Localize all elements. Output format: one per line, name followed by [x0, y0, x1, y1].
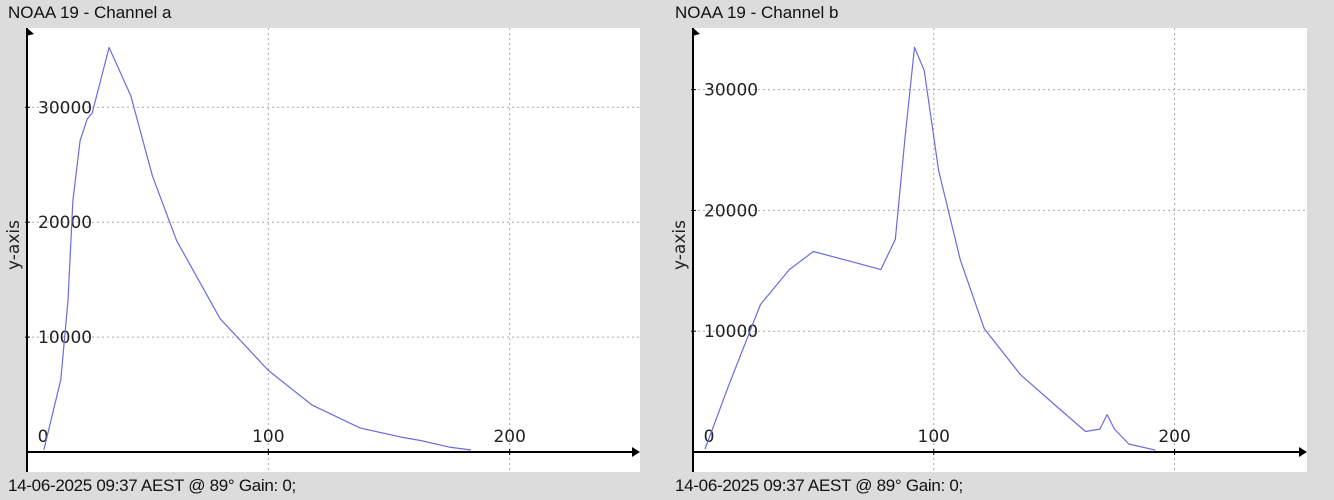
- plot-area: [27, 28, 640, 472]
- x-tick-label: 100: [918, 427, 950, 447]
- data-series-line: [43, 46, 472, 451]
- chart-title: NOAA 19 - Channel a: [8, 3, 172, 22]
- y-tick-label: 10000: [704, 322, 758, 342]
- y-tick-label: 20000: [38, 213, 92, 233]
- y-axis-arrow-icon: [692, 28, 700, 36]
- y-axis-label: y-axis: [670, 220, 690, 270]
- x-axis-arrow-icon: [1299, 447, 1307, 457]
- y-axis-label: y-axis: [4, 220, 24, 270]
- x-tick-label: 200: [493, 427, 525, 447]
- chart-footer: 14-06-2025 09:37 AEST @ 89° Gain: 0;: [675, 476, 963, 495]
- x-tick-label: 200: [1158, 427, 1190, 447]
- y-tick-label: 20000: [704, 201, 758, 221]
- plot-area: [693, 28, 1307, 472]
- data-series-line: [704, 46, 1156, 451]
- x-tick-label: 0: [38, 427, 49, 447]
- chart-footer: 14-06-2025 09:37 AEST @ 89° Gain: 0;: [8, 476, 296, 495]
- x-tick-label: 100: [252, 427, 284, 447]
- y-tick-label: 30000: [38, 98, 92, 118]
- y-axis-arrow-icon: [26, 28, 34, 36]
- chart-title: NOAA 19 - Channel b: [675, 3, 839, 22]
- y-tick-label: 30000: [704, 81, 758, 101]
- chart-panel-b: NOAA 19 - Channel b 0 100 200 10000 20000 300…: [667, 0, 1334, 500]
- chart-panel-a: NOAA 19 - Channel a 0 100 200 10000 20000 300…: [4, 3, 640, 495]
- x-axis-arrow-icon: [632, 447, 640, 457]
